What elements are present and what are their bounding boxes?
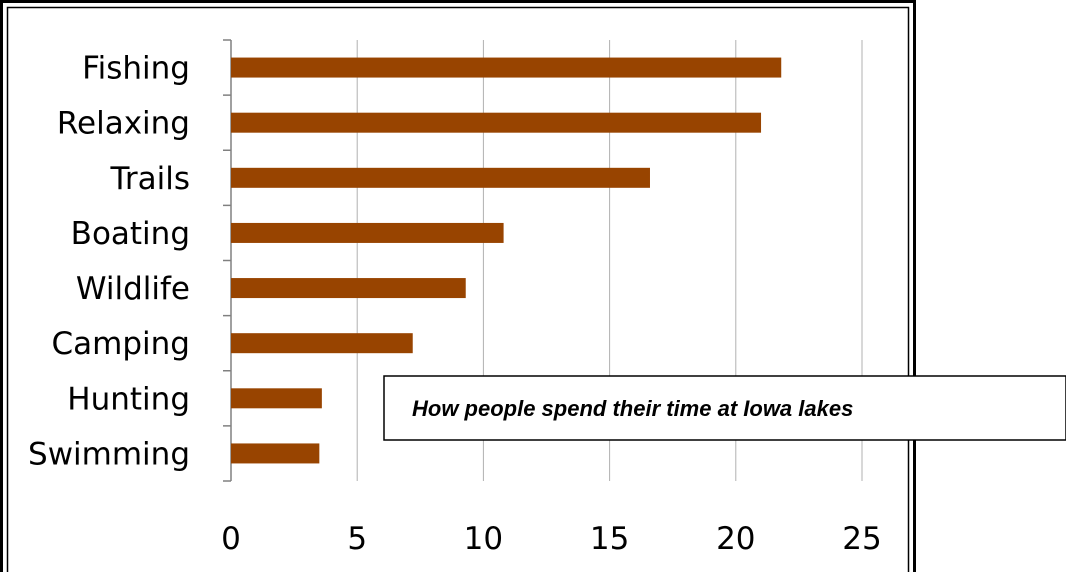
bar-hunting [231, 388, 322, 409]
bar-swimming [231, 443, 320, 464]
bar-fishing [231, 57, 782, 78]
chart-title-box: How people spend their time at Iowa lake… [383, 375, 1066, 441]
bar-camping [231, 333, 413, 354]
x-tick-labels: 0 5 10 15 20 25 [221, 521, 882, 557]
x-tick-label: 25 [842, 521, 881, 557]
inner-frame [6, 6, 910, 572]
x-tick-label: 15 [590, 521, 629, 557]
category-label: Fishing [82, 51, 190, 87]
category-label: Boating [71, 216, 190, 252]
category-label: Trails [110, 161, 191, 197]
axes [223, 39, 232, 482]
bars [231, 57, 782, 464]
x-tick-label: 10 [464, 521, 503, 557]
bar-trails [231, 167, 650, 188]
category-label: Relaxing [57, 106, 190, 142]
chart-title: How people spend their time at Iowa lake… [412, 396, 853, 421]
bar-relaxing [231, 112, 762, 133]
outer-frame [0, 0, 916, 572]
bar-wildlife [231, 278, 466, 299]
category-label: Wildlife [76, 271, 190, 307]
x-tick-label: 0 [221, 521, 241, 557]
x-tick-label: 20 [716, 521, 755, 557]
x-tick-label: 5 [347, 521, 367, 557]
category-label: Swimming [28, 436, 190, 472]
category-labels: Fishing Relaxing Trails Boating Wildlife Camp… [28, 51, 190, 473]
category-label: Hunting [67, 381, 190, 417]
bar-boating [231, 222, 504, 243]
title-box-frame [383, 375, 1066, 441]
category-label: Camping [52, 326, 190, 362]
